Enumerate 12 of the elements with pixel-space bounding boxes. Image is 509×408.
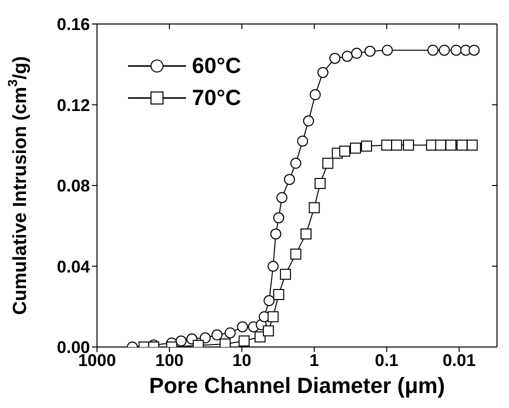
y-tick-label: 0.08	[56, 176, 90, 196]
x-tick-label: 0.1	[374, 351, 399, 370]
legend-label: 70°C	[192, 85, 242, 111]
x-tick-label: 100	[155, 351, 184, 370]
x-tick-label: 0.01	[442, 351, 476, 370]
x-axis-title: Pore Channel Diameter (μm)	[149, 373, 445, 398]
y-tick-label: 0.12	[56, 96, 90, 115]
legend-label: 60°C	[192, 53, 242, 79]
x-tick-label: 10	[232, 351, 252, 370]
y-tick-label: 0.16	[56, 15, 90, 34]
x-tick-label: 1	[310, 351, 320, 370]
y-tick-label: 0.04	[56, 257, 91, 276]
